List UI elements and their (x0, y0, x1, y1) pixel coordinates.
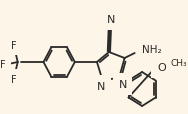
Text: F: F (11, 74, 17, 84)
Text: F: F (11, 41, 17, 51)
Text: O: O (157, 62, 166, 72)
Text: N: N (107, 15, 115, 25)
Text: NH₂: NH₂ (142, 45, 162, 54)
Text: N: N (119, 79, 127, 89)
Text: F: F (0, 60, 6, 69)
Text: CH₃: CH₃ (171, 58, 187, 67)
Text: N: N (97, 81, 106, 91)
